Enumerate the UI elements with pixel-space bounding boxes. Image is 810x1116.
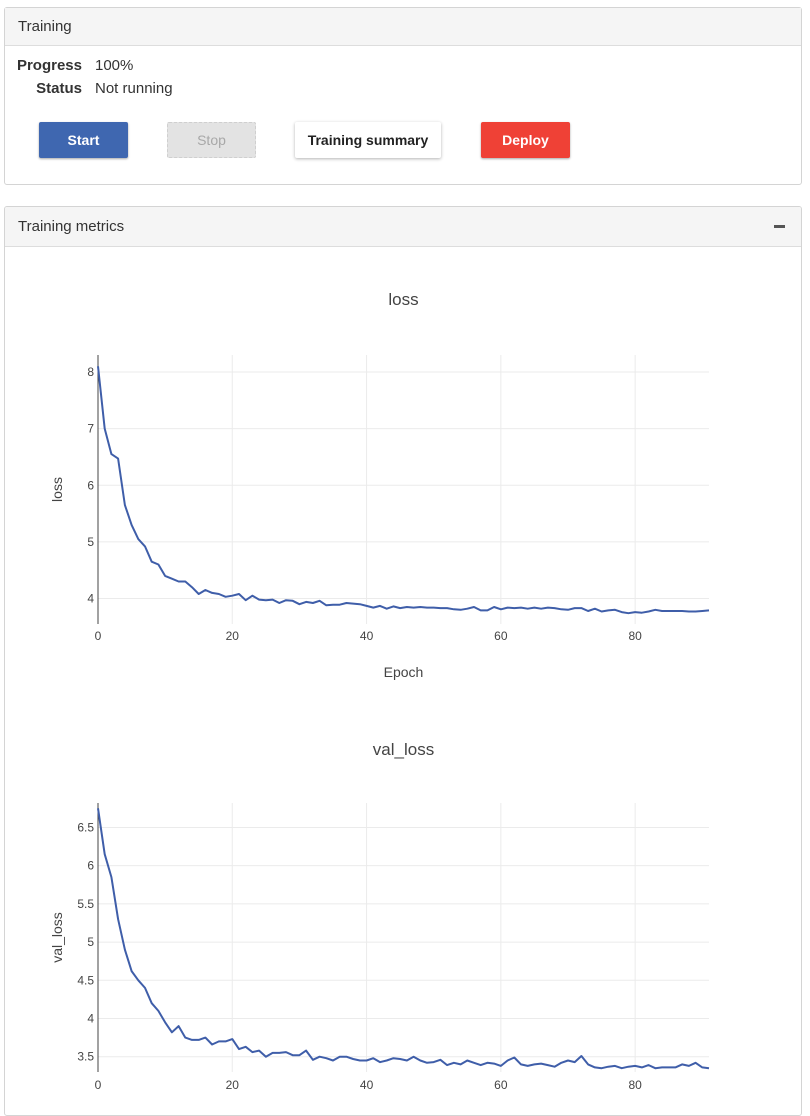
y-tick-label: 3.5 — [77, 1050, 94, 1064]
x-axis-label: Epoch — [384, 664, 424, 680]
y-tick-label: 7 — [87, 422, 94, 436]
y-tick-label: 8 — [87, 365, 94, 379]
y-tick-label: 5 — [87, 935, 94, 949]
series-line — [97, 366, 710, 615]
y-tick-label: 6 — [87, 478, 94, 492]
y-tick-label: 6.5 — [77, 820, 94, 834]
training-summary-button[interactable]: Training summary — [295, 122, 441, 158]
deploy-button[interactable]: Deploy — [481, 122, 570, 158]
x-tick-label: 20 — [226, 629, 240, 643]
x-tick-label: 40 — [360, 629, 374, 643]
status-value: Not running — [95, 80, 173, 97]
status-label: Status — [36, 80, 82, 97]
y-tick-label: 5 — [87, 535, 94, 549]
x-tick-label: 80 — [628, 629, 642, 643]
y-tick-label: 4 — [87, 1012, 94, 1026]
metrics-panel-title: Training metrics — [18, 218, 125, 235]
stop-button[interactable]: Stop — [167, 122, 256, 158]
y-tick-label: 4 — [87, 592, 94, 606]
y-axis-label: val_loss — [49, 912, 65, 963]
y-tick-label: 4.5 — [77, 973, 94, 987]
x-tick-label: 60 — [494, 1078, 508, 1092]
start-button[interactable]: Start — [39, 122, 128, 158]
chart-title: loss — [388, 290, 418, 309]
x-tick-label: 60 — [494, 629, 508, 643]
x-tick-label: 20 — [226, 1078, 240, 1092]
chart-title: val_loss — [373, 740, 434, 759]
x-tick-label: 0 — [95, 629, 102, 643]
x-tick-label: 40 — [360, 1078, 374, 1092]
training-panel: Training Progress 100% Status Not runnin… — [4, 7, 802, 185]
y-axis-label: loss — [49, 477, 65, 502]
chart-loss: loss 0 20 40 60 80 4 5 6 7 8 loss Epoch — [49, 290, 710, 680]
series-line — [97, 808, 710, 1070]
training-panel-heading: Training — [5, 8, 801, 46]
y-tick-label: 6 — [87, 859, 94, 873]
x-tick-label: 80 — [628, 1078, 642, 1092]
training-metrics-panel: Training metrics — [4, 206, 802, 1116]
y-tick-label: 5.5 — [77, 897, 94, 911]
training-panel-title: Training — [18, 18, 72, 35]
metrics-panel-heading: Training metrics — [5, 207, 801, 247]
progress-label: Progress — [16, 57, 82, 74]
progress-value: 100% — [95, 57, 134, 74]
chart-val_loss: val_loss 0 20 40 60 80 3.5 4 4.5 5 5.5 6 6.5 val_loss — [49, 740, 710, 1092]
minus-icon[interactable] — [774, 225, 785, 228]
x-tick-label: 0 — [95, 1078, 102, 1092]
